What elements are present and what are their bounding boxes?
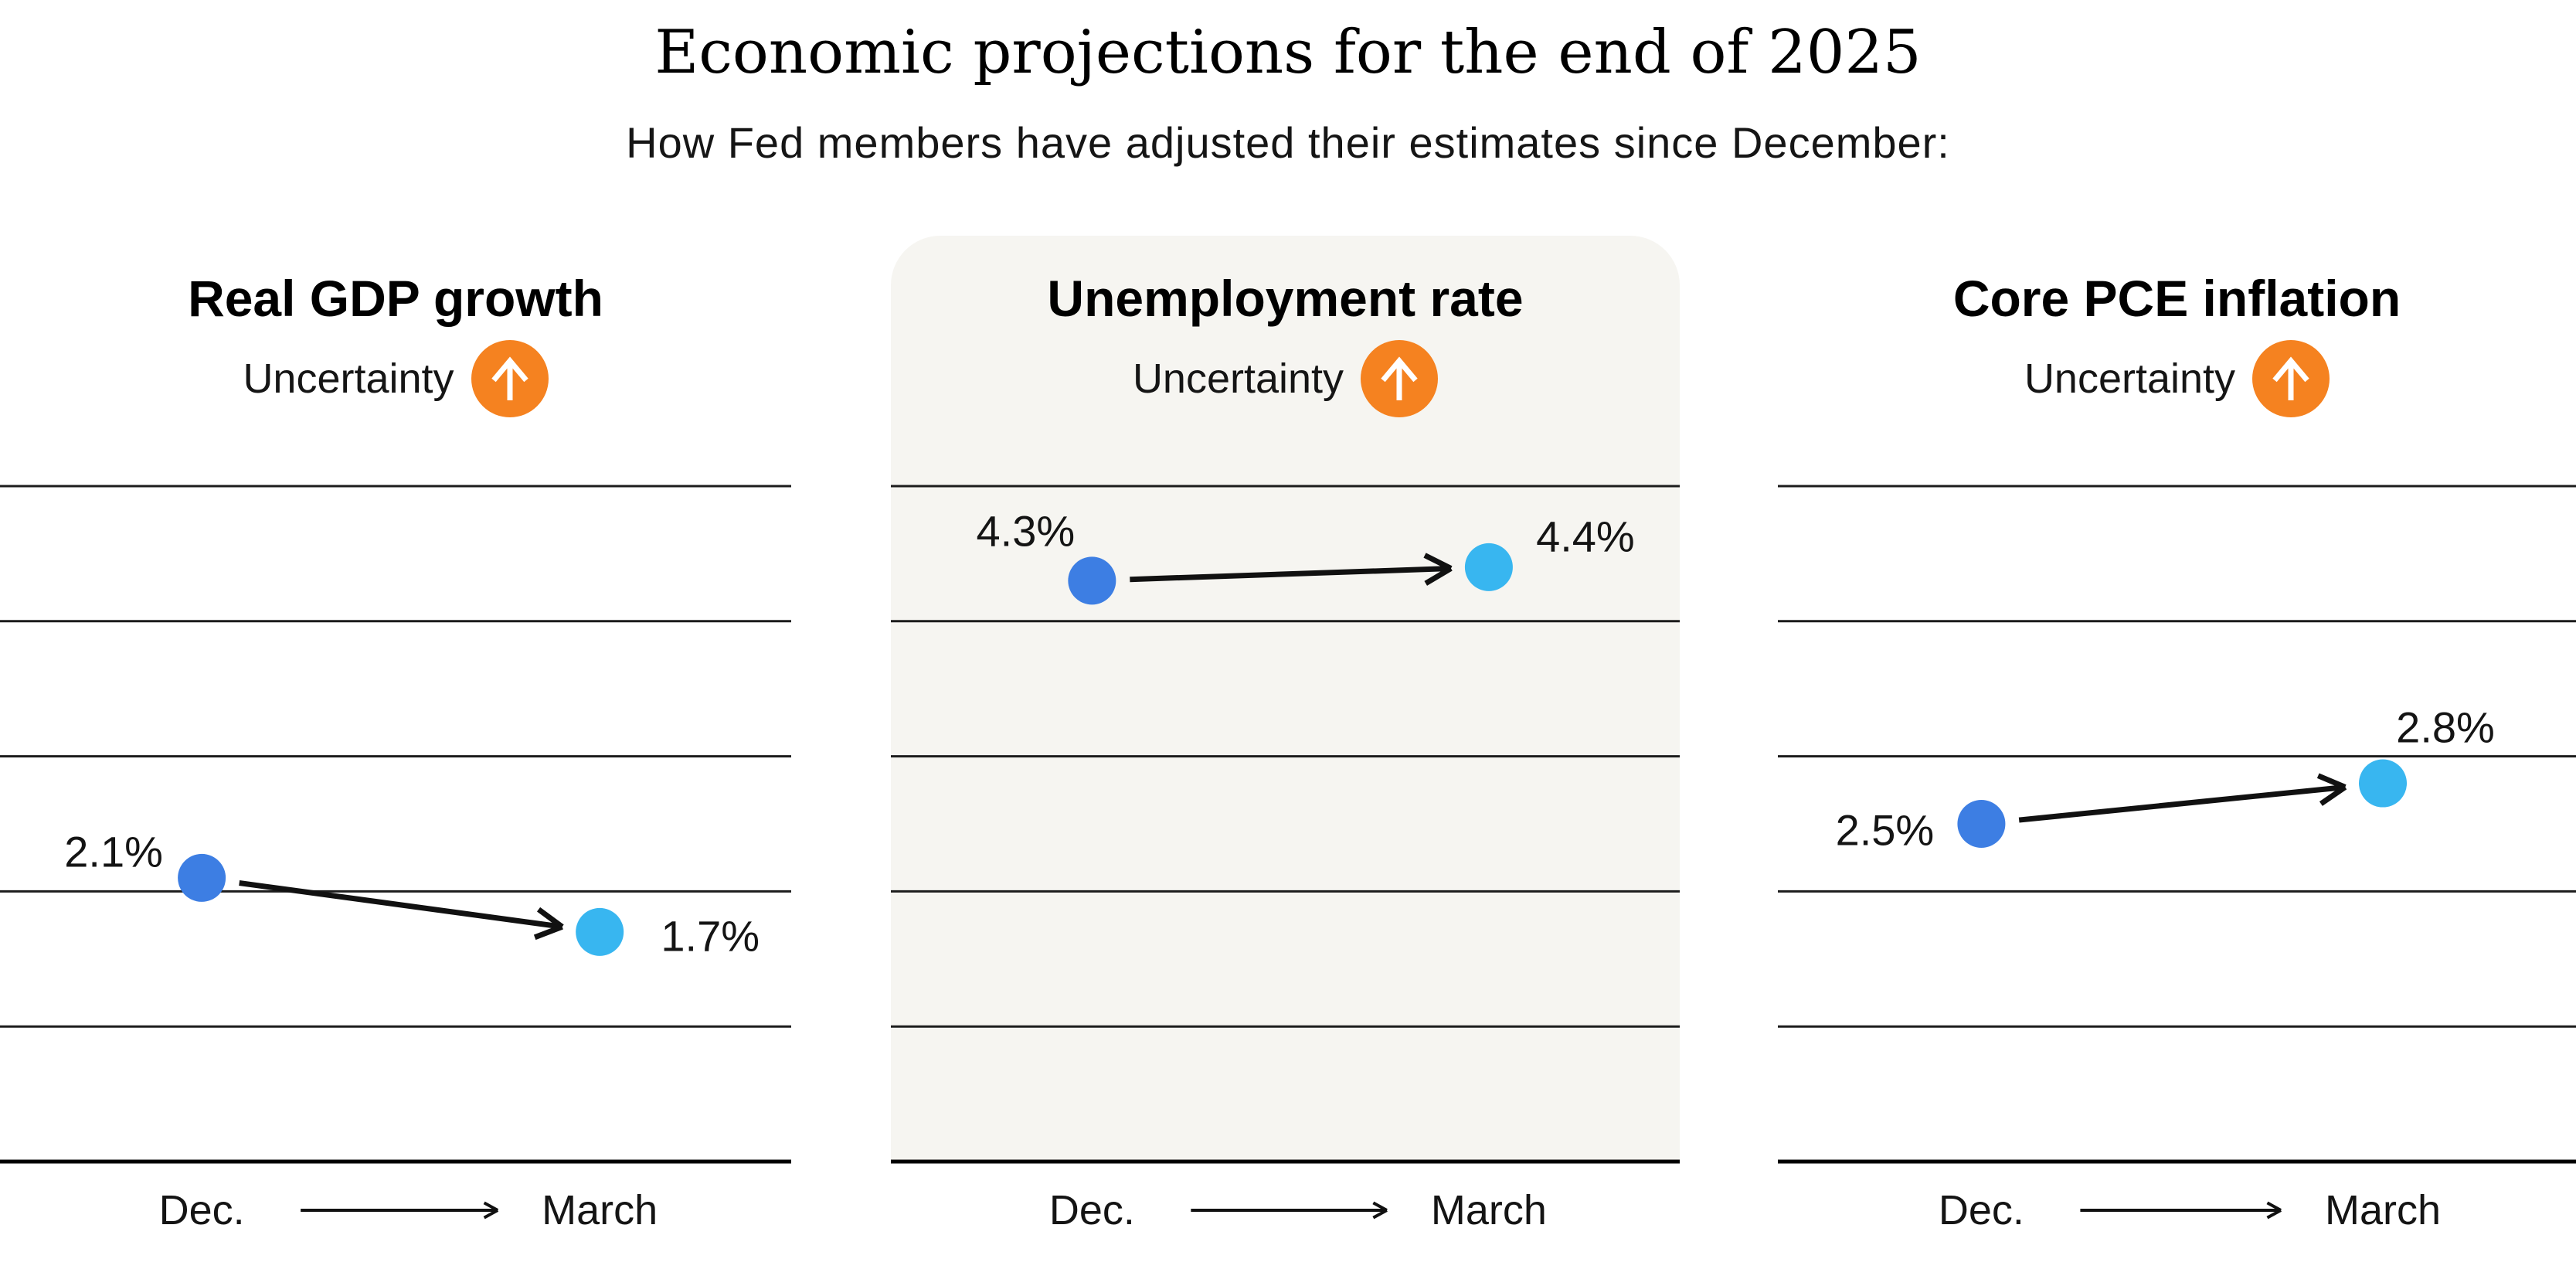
uncertainty-label: Uncertainty [243, 356, 454, 402]
panel-title-unemployment: Unemployment rate [1047, 270, 1524, 327]
dec-value-label: 2.5% [1835, 805, 1935, 855]
axis-march-label: March [2324, 1187, 2442, 1233]
uncertainty-label: Uncertainty [2024, 356, 2236, 402]
up-arrow-icon [1381, 356, 1418, 400]
march-value-label: 1.7% [661, 911, 760, 961]
march-value-label: 4.4% [1536, 512, 1635, 561]
uncertainty-up-icon [2252, 340, 2330, 417]
dec-value-label: 4.3% [976, 506, 1076, 556]
uncertainty-row-unemployment: Uncertainty [891, 339, 1680, 419]
uncertainty-row-gdp: Uncertainty [0, 339, 791, 419]
up-arrow-icon [2272, 356, 2309, 400]
panel-title-gdp: Real GDP growth [188, 270, 603, 327]
march-value-label: 2.8% [2396, 703, 2495, 752]
march-projection-dot [576, 907, 624, 956]
uncertainty-row-pce: Uncertainty [1778, 339, 2576, 419]
axis-march-label: March [1430, 1187, 1547, 1233]
axis-dec-label: Dec. [158, 1187, 245, 1233]
uncertainty-up-icon [1361, 340, 1439, 417]
uncertainty-label: Uncertainty [1132, 356, 1344, 402]
uncertainty-up-icon [471, 340, 549, 417]
up-arrow-icon [491, 356, 528, 400]
march-projection-dot [1464, 543, 1513, 591]
page-title: Economic projections for the end of 2025 [654, 18, 1922, 87]
page-subtitle: How Fed members have adjusted their esti… [626, 118, 1950, 167]
dec-value-label: 2.1% [64, 827, 163, 876]
panel-title-pce: Core PCE inflation [1952, 270, 2401, 327]
dec-projection-dot [178, 853, 226, 902]
dec-projection-dot [1957, 800, 2006, 848]
axis-dec-label: Dec. [1938, 1187, 2024, 1233]
unemployment-panel-highlight [891, 236, 1680, 1163]
march-projection-dot [2359, 759, 2408, 808]
axis-dec-label: Dec. [1048, 1187, 1135, 1233]
dec-projection-dot [1068, 556, 1116, 605]
axis-march-label: March [542, 1187, 658, 1233]
